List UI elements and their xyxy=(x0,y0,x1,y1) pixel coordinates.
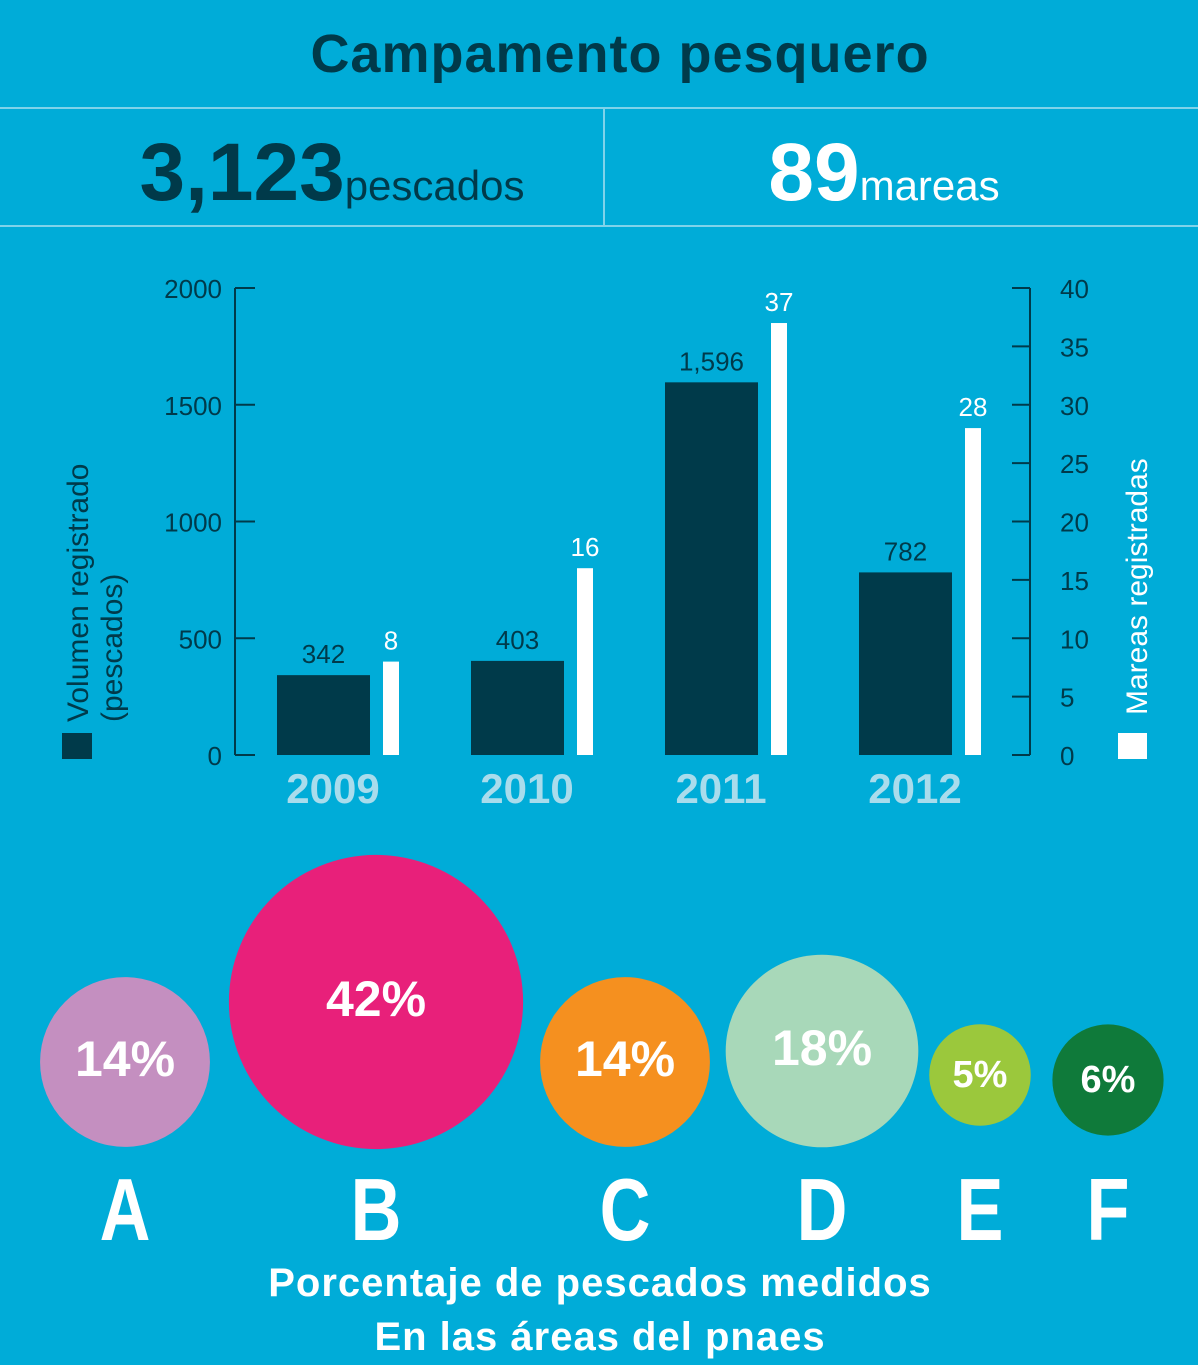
category-label: C xyxy=(600,1160,651,1258)
category-label: A xyxy=(100,1160,151,1258)
data-label: 1,596 xyxy=(679,346,744,376)
title: Campamento pesquero xyxy=(310,24,929,84)
data-label: 8 xyxy=(384,626,398,656)
stat-value: 89 xyxy=(768,127,859,218)
y2-tick-label: 40 xyxy=(1060,274,1089,304)
bar xyxy=(965,428,981,755)
stat-unit: mareas xyxy=(860,162,1000,209)
bar xyxy=(577,568,593,755)
bubble xyxy=(929,1024,1031,1126)
bubble-label: 6% xyxy=(1081,1059,1136,1101)
data-label: 782 xyxy=(884,536,927,566)
data-label: 403 xyxy=(496,625,539,655)
y2-tick-label: 0 xyxy=(1060,741,1074,771)
bubble-subtitle: En las áreas del pnaes xyxy=(374,1315,825,1359)
bubble-label: 14% xyxy=(575,1031,675,1087)
bubble xyxy=(1052,1024,1164,1136)
y-tick-label: 1000 xyxy=(164,508,222,538)
bar xyxy=(383,661,399,755)
y-axis-label: Volumen registrado (pescados) xyxy=(62,463,129,723)
y-tick-label: 1500 xyxy=(164,391,222,421)
legend-swatch xyxy=(1118,733,1147,759)
stat-unit: pescados xyxy=(345,162,525,209)
x-tick-label: 2011 xyxy=(675,765,766,812)
bubble xyxy=(228,854,524,1150)
category-label: F xyxy=(1087,1160,1130,1258)
category-label: E xyxy=(957,1160,1004,1258)
category-label: D xyxy=(797,1160,848,1258)
bar xyxy=(277,675,370,755)
bubble xyxy=(540,977,710,1147)
x-tick-label: 2012 xyxy=(868,765,961,812)
category-label: B xyxy=(351,1160,402,1258)
bubble-label: 42% xyxy=(326,971,426,1027)
bubble-title: Porcentaje de pescados medidos xyxy=(268,1261,932,1305)
bubble-label: 14% xyxy=(75,1031,175,1087)
bubble xyxy=(725,954,919,1148)
bar xyxy=(471,660,564,755)
data-label: 16 xyxy=(571,532,600,562)
bubble xyxy=(40,977,210,1147)
legend-swatch xyxy=(62,733,92,759)
y2-axis-label: Mareas registradas xyxy=(1121,458,1154,715)
data-label: 37 xyxy=(765,287,794,317)
y2-tick-label: 15 xyxy=(1060,566,1089,596)
bubble-label: 18% xyxy=(772,1020,872,1076)
data-label: 28 xyxy=(959,392,988,422)
data-label: 342 xyxy=(302,639,345,669)
y2-tick-label: 20 xyxy=(1060,508,1089,538)
y-tick-label: 2000 xyxy=(164,274,222,304)
stat: 3,123pescados xyxy=(140,127,525,218)
y2-tick-label: 35 xyxy=(1060,332,1089,362)
bar xyxy=(859,572,952,755)
x-tick-label: 2009 xyxy=(286,765,379,812)
y2-tick-label: 30 xyxy=(1060,391,1089,421)
y-tick-label: 500 xyxy=(179,624,222,654)
bar xyxy=(665,382,758,755)
y2-tick-label: 10 xyxy=(1060,624,1089,654)
y2-tick-label: 5 xyxy=(1060,683,1074,713)
y-tick-label: 0 xyxy=(208,741,222,771)
legend-label: Volumen registrado (pescados) xyxy=(62,463,129,723)
stat: 89mareas xyxy=(768,127,999,218)
bubble-label: 5% xyxy=(953,1054,1008,1096)
stat-value: 3,123 xyxy=(140,127,345,218)
y2-tick-label: 25 xyxy=(1060,449,1089,479)
x-tick-label: 2010 xyxy=(480,765,573,812)
bar xyxy=(771,323,787,755)
